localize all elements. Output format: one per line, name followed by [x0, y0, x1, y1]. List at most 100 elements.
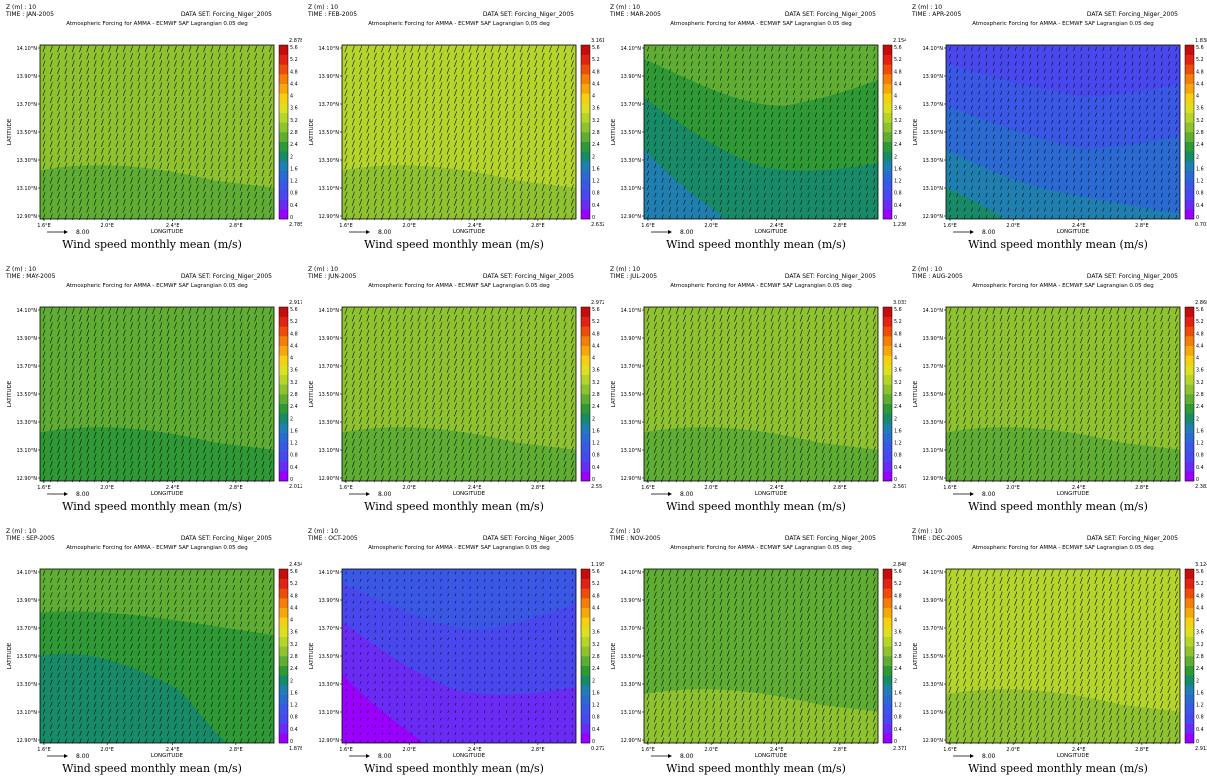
ref-vector-label: 8.00 [982, 229, 996, 236]
contour-fill [946, 45, 1180, 219]
colorbar-tick-label: 0.4 [1196, 203, 1204, 209]
colorbar-swatch [883, 151, 892, 161]
colorbar-swatch [1185, 171, 1194, 181]
colorbar-tick-label: 3.6 [1196, 106, 1204, 112]
colorbar-tick-label: 2 [290, 416, 293, 422]
x-tick-label: 1.6°E [37, 223, 51, 229]
ref-vector-label: 8.00 [76, 229, 90, 236]
x-tick-label: 2.0°E [704, 223, 718, 229]
colorbar-swatch [581, 74, 590, 84]
colorbar-tick-label: 2.4 [290, 142, 298, 148]
ref-vector-head [970, 230, 974, 234]
colorbar-swatch [581, 132, 590, 142]
colorbar-tick-label: 0 [894, 215, 897, 221]
y-tick-label: 13.10°N [16, 448, 37, 454]
y-axis-title: LATITUDE [7, 380, 13, 407]
x-tick-label: 2.8°E [1135, 223, 1149, 229]
colorbar-tick-label: 2.8 [1196, 130, 1204, 136]
y-tick-label: 13.50°N [318, 130, 339, 136]
colorbar-swatch [581, 209, 590, 219]
colorbar-tick-label: 2.8 [290, 130, 298, 136]
x-tick-label: 1.6°E [37, 485, 51, 491]
colorbar-swatch [883, 64, 892, 74]
colorbar-swatch [581, 93, 590, 103]
colorbar-swatch [883, 171, 892, 181]
colorbar-swatch [883, 74, 892, 84]
colorbar-swatch [1185, 122, 1194, 132]
colorbar-swatch [581, 171, 590, 181]
dataset-label: DATA SET: Forcing_Niger_2005 [483, 273, 574, 280]
x-axis-title: LONGITUDE [1057, 229, 1090, 235]
panel-caption: Wind speed monthly mean (m/s) [2, 500, 302, 513]
colorbar-tick-label: 5.6 [290, 45, 298, 51]
colorbar-swatch [581, 113, 590, 123]
panel-caption: Wind speed monthly mean (m/s) [304, 238, 604, 251]
time-label: TIME : MAR-2005 [609, 11, 661, 18]
dataset-label: DATA SET: Forcing_Niger_2005 [785, 11, 876, 18]
colorbar-tick-label: 4 [290, 94, 293, 100]
colorbar-min-label: 0.7016 [1195, 222, 1207, 228]
y-tick-label: 13.90°N [318, 74, 339, 80]
contour-fill [40, 307, 274, 481]
colorbar-min-label: 1.236 [893, 222, 906, 228]
colorbar-swatch [581, 64, 590, 74]
colorbar-swatch [279, 336, 288, 346]
colorbar-swatch [279, 404, 288, 414]
x-tick-label: 2.0°E [402, 223, 416, 229]
colorbar-tick-label: 1.2 [1196, 179, 1204, 185]
y-tick-label: 13.70°N [16, 364, 37, 370]
colorbar-tick-label: 4 [894, 94, 897, 100]
y-tick-label: 12.90°N [16, 476, 37, 482]
colorbar-swatch [1185, 64, 1194, 74]
colorbar-swatch [279, 317, 288, 327]
colorbar-swatch [279, 200, 288, 210]
colorbar-tick-label: 5.2 [1196, 57, 1204, 63]
colorbar-tick-label: 1.2 [894, 179, 902, 185]
z-label: Z (m) : 10 [6, 4, 36, 11]
colorbar-swatch [883, 142, 892, 152]
y-tick-label: 12.90°N [620, 214, 641, 220]
y-tick-label: 13.30°N [922, 158, 943, 164]
colorbar-swatch [279, 93, 288, 103]
colorbar-swatch [279, 326, 288, 336]
x-axis-title: LONGITUDE [151, 491, 184, 497]
ref-vector-head [668, 230, 672, 234]
y-tick-label: 13.10°N [922, 186, 943, 192]
colorbar-swatch [581, 55, 590, 65]
y-tick-label: 14.10°N [16, 46, 37, 52]
colorbar-swatch [581, 180, 590, 190]
colorbar-tick-label: 1.6 [592, 166, 600, 172]
colorbar-swatch [883, 132, 892, 142]
y-tick-label: 13.30°N [16, 158, 37, 164]
y-tick-label: 12.90°N [318, 214, 339, 220]
ref-vector-head [64, 230, 68, 234]
colorbar-tick-label: 2 [592, 154, 595, 160]
colorbar-tick-label: 2.4 [592, 142, 600, 148]
x-tick-label: 2.0°E [100, 485, 114, 491]
colorbar-tick-label: 3.6 [290, 106, 298, 112]
colorbar-swatch [581, 84, 590, 94]
y-tick-label: 12.90°N [922, 214, 943, 220]
colorbar-swatch [883, 190, 892, 200]
colorbar-swatch [279, 55, 288, 65]
x-tick-label: 2.0°E [100, 223, 114, 229]
x-axis-title: LONGITUDE [755, 229, 788, 235]
colorbar-tick-label: 3.2 [592, 118, 600, 124]
colorbar-swatch [279, 384, 288, 394]
colorbar-tick-label: 4.4 [592, 81, 600, 87]
subtitle: Atmospheric Forcing for AMMA - ECMWF SAF… [66, 283, 248, 289]
y-tick-label: 12.90°N [16, 214, 37, 220]
panel-caption: Wind speed monthly mean (m/s) [2, 238, 302, 251]
colorbar-tick-label: 3.2 [290, 380, 298, 386]
subtitle: Atmospheric Forcing for AMMA - ECMWF SAF… [368, 21, 550, 27]
colorbar-tick-label: 1.6 [894, 166, 902, 172]
x-axis-title: LONGITUDE [151, 229, 184, 235]
y-tick-label: 13.50°N [16, 130, 37, 136]
contour-fill [342, 45, 576, 219]
colorbar-tick-label: 2.4 [1196, 142, 1204, 148]
